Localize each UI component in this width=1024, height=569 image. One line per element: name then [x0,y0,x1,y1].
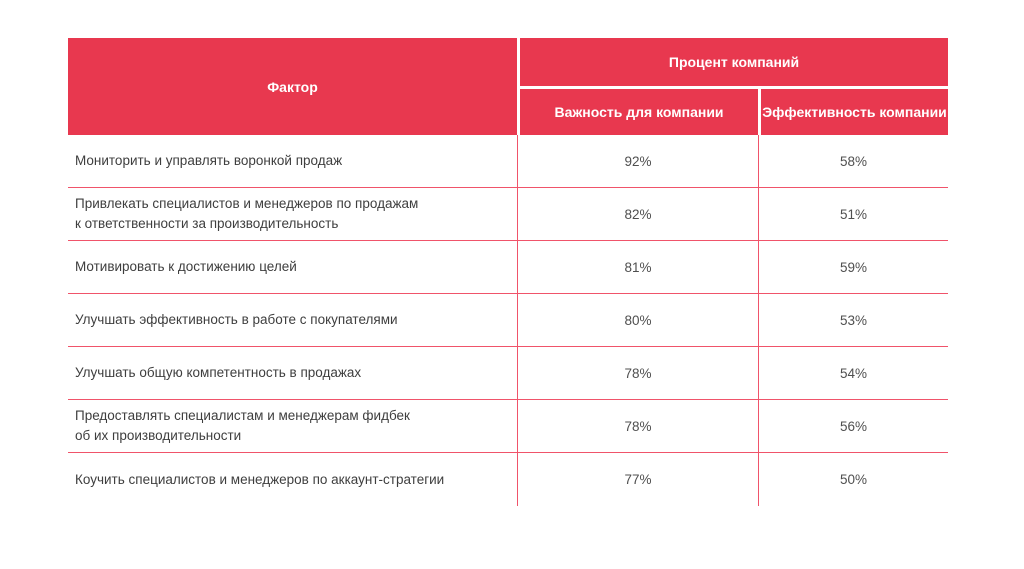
header-subcolumns: Важность для компании Эффективность комп… [520,89,948,135]
importance-cell: 92% [517,135,758,187]
table-row: Предоставлять специалистам и менеджерам … [68,400,948,453]
table-row: Привлекать специалистов и менеджеров по … [68,188,948,241]
header-effectiveness: Эффективность компании [761,89,948,135]
table-row: Коучить специалистов и менеджеров по акк… [68,453,948,506]
effectiveness-cell: 59% [758,241,948,293]
header-factor: Фактор [68,38,517,135]
factor-cell: Привлекать специалистов и менеджеров по … [75,196,419,231]
effectiveness-cell: 58% [758,135,948,187]
factor-cell: Коучить специалистов и менеджеров по акк… [75,471,445,487]
header-importance: Важность для компании [520,89,758,135]
effectiveness-cell: 53% [758,294,948,346]
effectiveness-cell: 54% [758,347,948,399]
factor-cell: Улучшать эффективность в работе с покупа… [75,312,398,327]
factors-table: Фактор Процент компаний Важность для ком… [68,38,948,506]
table-row: Мониторить и управлять воронкой продаж 9… [68,135,948,188]
factor-cell: Мотивировать к достижению целей [75,259,297,274]
effectiveness-cell: 51% [758,188,948,240]
table-header: Фактор Процент компаний Важность для ком… [68,38,948,135]
table-row: Улучшать общую компетентность в продажах… [68,347,948,400]
table-body: Мониторить и управлять воронкой продаж 9… [68,135,948,506]
table-row: Улучшать эффективность в работе с покупа… [68,294,948,347]
importance-cell: 80% [517,294,758,346]
importance-cell: 82% [517,188,758,240]
table-row: Мотивировать к достижению целей 81% 59% [68,241,948,294]
importance-cell: 77% [517,453,758,506]
effectiveness-cell: 50% [758,453,948,506]
importance-cell: 78% [517,347,758,399]
effectiveness-cell: 56% [758,400,948,452]
importance-cell: 81% [517,241,758,293]
header-percent-of-companies: Процент компаний [520,38,948,86]
factor-cell: Улучшать общую компетентность в продажах [75,365,362,380]
factor-cell: Предоставлять специалистам и менеджерам … [75,408,410,443]
header-percent-group: Процент компаний Важность для компании Э… [520,38,948,135]
importance-cell: 78% [517,400,758,452]
factor-cell: Мониторить и управлять воронкой продаж [75,153,343,168]
